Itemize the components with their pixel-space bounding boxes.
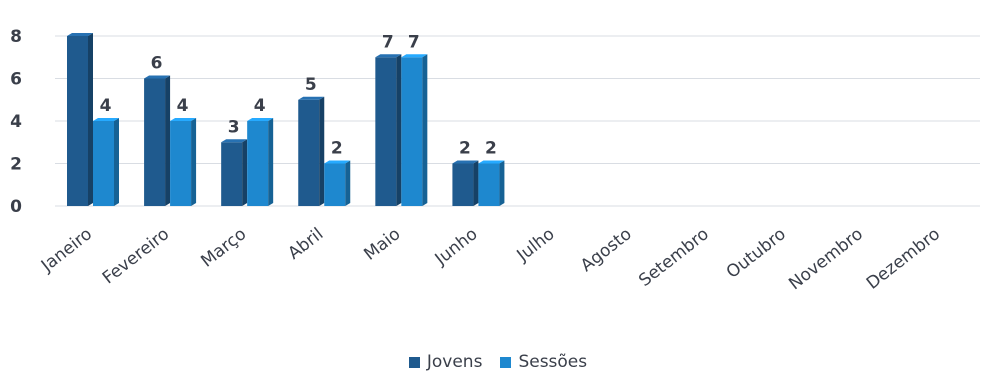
y-axis: 0 2 4 6 8 bbox=[10, 27, 22, 217]
x-tick-label: Novembro bbox=[785, 224, 867, 294]
bar-top bbox=[375, 54, 402, 58]
bar-side bbox=[396, 54, 402, 206]
bar-side bbox=[165, 75, 171, 206]
bar-top bbox=[324, 160, 351, 164]
legend-item-sessoes: Sessões bbox=[500, 352, 587, 372]
bar-jovens-janeiro bbox=[67, 36, 88, 206]
x-tick-label: Maio bbox=[360, 224, 404, 265]
bar-side bbox=[319, 96, 325, 206]
bar-top bbox=[298, 96, 325, 100]
bar-side bbox=[114, 118, 119, 206]
bar-sessões-janeiro bbox=[93, 121, 114, 206]
y-tick-label: 4 bbox=[10, 112, 22, 132]
y-tick-label: 0 bbox=[10, 197, 22, 217]
bar-top bbox=[221, 139, 248, 143]
bar-sessões-fevereiro bbox=[170, 121, 192, 206]
bar-top bbox=[170, 118, 197, 121]
bar-jovens-junho bbox=[452, 163, 474, 206]
data-label: 2 bbox=[459, 139, 471, 159]
data-label: 4 bbox=[254, 96, 266, 116]
x-tick-label: Julho bbox=[513, 224, 559, 266]
x-tick-label: Agosto bbox=[577, 224, 636, 276]
legend: Jovens Sessões bbox=[0, 352, 996, 372]
data-label: 7 bbox=[408, 32, 420, 52]
data-label: 3 bbox=[228, 117, 240, 137]
bar-jovens-fevereiro bbox=[144, 78, 166, 206]
bar-top bbox=[401, 54, 428, 58]
bar-side bbox=[88, 33, 93, 206]
x-tick-label: Abril bbox=[284, 224, 327, 264]
bar-jovens-abril bbox=[298, 99, 320, 206]
data-label: 2 bbox=[331, 139, 343, 159]
bar-sessões-março bbox=[247, 121, 269, 206]
data-label: 5 bbox=[305, 75, 317, 95]
x-tick-label: Março bbox=[197, 224, 250, 271]
y-tick-label: 8 bbox=[10, 27, 22, 47]
bar-jovens-março bbox=[221, 142, 243, 206]
bar-side bbox=[242, 139, 248, 206]
bar-top bbox=[247, 118, 274, 121]
bar-side bbox=[268, 118, 274, 206]
y-tick-label: 6 bbox=[10, 70, 22, 90]
bar-side bbox=[499, 160, 505, 206]
x-tick-label: Janeiro bbox=[37, 224, 96, 276]
bar-sessões-abril bbox=[324, 163, 346, 206]
x-tick-label: Setembro bbox=[635, 224, 713, 291]
bar-top bbox=[144, 75, 171, 79]
bar-side bbox=[345, 160, 351, 206]
bar-side bbox=[473, 160, 479, 206]
legend-swatch-sessoes bbox=[500, 356, 512, 368]
y-tick-label: 2 bbox=[10, 155, 22, 175]
bar-top bbox=[452, 160, 479, 164]
x-axis: Janeiro Fevereiro Março Abril Maio Junho Julho… bbox=[37, 224, 944, 294]
bar-top bbox=[478, 160, 505, 164]
bar-sessões-junho bbox=[478, 163, 500, 206]
data-label: 4 bbox=[100, 96, 112, 116]
x-tick-label: Outubro bbox=[723, 224, 790, 282]
legend-swatch-jovens bbox=[408, 356, 420, 368]
bar-top bbox=[67, 33, 93, 36]
legend-label-sessoes: Sessões bbox=[518, 352, 588, 372]
bar-sessões-maio bbox=[401, 57, 423, 206]
bar-jovens-maio bbox=[375, 57, 397, 206]
data-label: 4 bbox=[177, 96, 189, 116]
legend-item-jovens: Jovens bbox=[408, 352, 483, 372]
bars bbox=[67, 33, 505, 206]
bar-top bbox=[93, 118, 119, 121]
data-label: 6 bbox=[151, 54, 163, 74]
bar-side bbox=[191, 118, 197, 206]
gridlines bbox=[55, 35, 980, 207]
x-tick-label: Junho bbox=[431, 224, 482, 270]
bar-side bbox=[422, 54, 428, 206]
data-label: 2 bbox=[485, 139, 497, 159]
x-tick-label: Dezembro bbox=[863, 224, 944, 294]
x-tick-label: Fevereiro bbox=[99, 224, 173, 288]
legend-label-jovens: Jovens bbox=[426, 352, 483, 372]
data-labels: 6 3 5 7 2 4 4 4 2 7 2 bbox=[100, 32, 497, 158]
data-label: 7 bbox=[382, 32, 394, 52]
